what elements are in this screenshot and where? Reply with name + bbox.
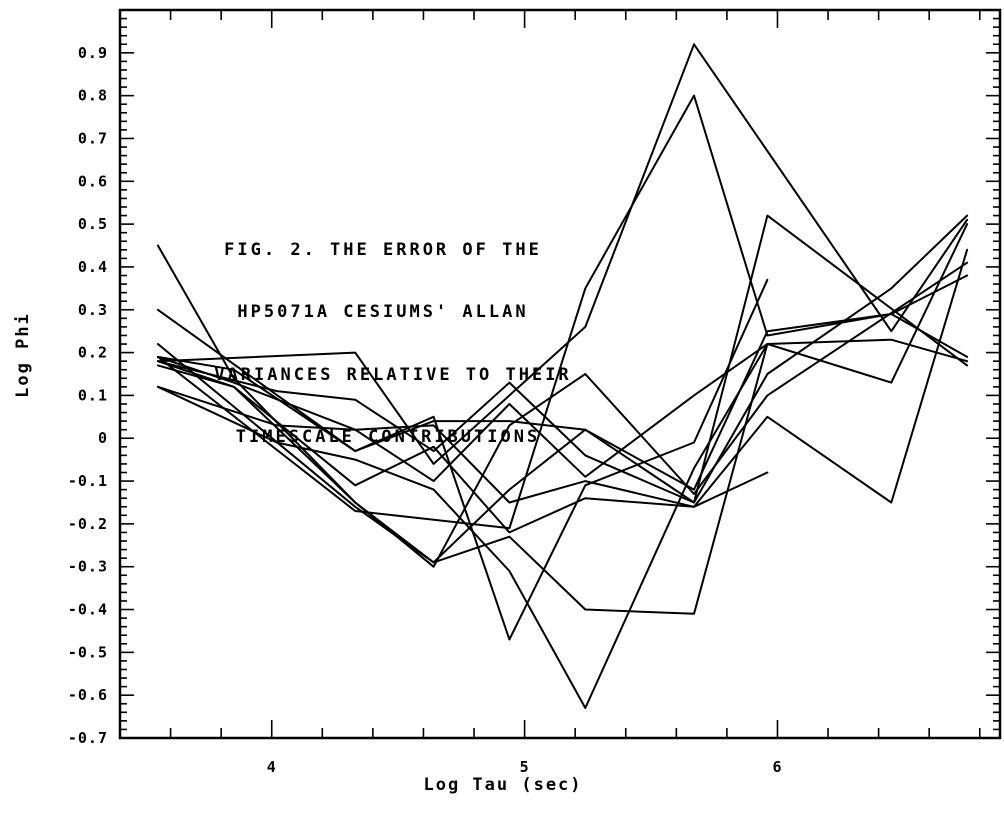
y-tick-label: 0.2 <box>78 344 108 362</box>
y-tick-label: 0 <box>98 429 108 447</box>
y-tick-label: -0.6 <box>68 686 108 704</box>
series-line-10 <box>156 343 769 483</box>
series-line-7 <box>156 248 969 534</box>
x-axis-label: Log Tau (sec) <box>423 775 582 795</box>
plot-frame <box>118 8 1002 740</box>
title-line-4: TIMESCALE CONTRIBUTIONS <box>236 427 540 447</box>
title-line-3: VARIANCES RELATIVE TO THEIR <box>214 365 571 385</box>
y-tick-label: -0.3 <box>68 558 108 576</box>
y-tick-label: 0.4 <box>78 258 108 276</box>
y-tick-label: -0.2 <box>68 515 108 533</box>
y-tick-label: 0.7 <box>78 129 108 147</box>
series-line-4 <box>156 278 769 641</box>
x-tick-label: 6 <box>772 758 782 776</box>
series-line-6 <box>156 223 969 709</box>
chart-title: FIG. 2. THE ERROR OF THE HP5071A CESIUMS… <box>214 240 571 447</box>
series-line-12 <box>156 274 969 491</box>
x-tick-label: 4 <box>267 758 277 776</box>
y-tick-label: -0.5 <box>68 643 108 661</box>
y-tick-label: -0.4 <box>68 601 108 619</box>
y-tick-label: 0.1 <box>78 386 108 404</box>
y-tick-label: 0.8 <box>78 87 108 105</box>
series-line-9 <box>156 214 969 504</box>
plot-frame-layer <box>118 8 1002 740</box>
series-line-1 <box>156 43 969 465</box>
y-tick-label: -0.7 <box>68 729 108 747</box>
y-axis-label: Log Phi <box>13 312 33 398</box>
x-tick-label: 5 <box>520 758 530 776</box>
series-line-11 <box>156 355 769 508</box>
title-line-1: FIG. 2. THE ERROR OF THE <box>224 240 542 260</box>
title-line-2: HP5071A CESIUMS' ALLAN <box>237 302 528 322</box>
y-tick-label: 0.5 <box>78 215 108 233</box>
y-tick-label: 0.6 <box>78 172 108 190</box>
axis-ticks-layer: 0.9 0.8 0.7 0.6 0.5 0.4 0.3 0.2 0.1 0 -0.1 -0.2 -0.3… <box>68 9 1000 776</box>
y-tick-label: -0.1 <box>68 472 108 490</box>
series-layer <box>156 43 969 709</box>
y-tick-label: 0.3 <box>78 301 108 319</box>
y-tick-label: 0.9 <box>78 44 108 62</box>
